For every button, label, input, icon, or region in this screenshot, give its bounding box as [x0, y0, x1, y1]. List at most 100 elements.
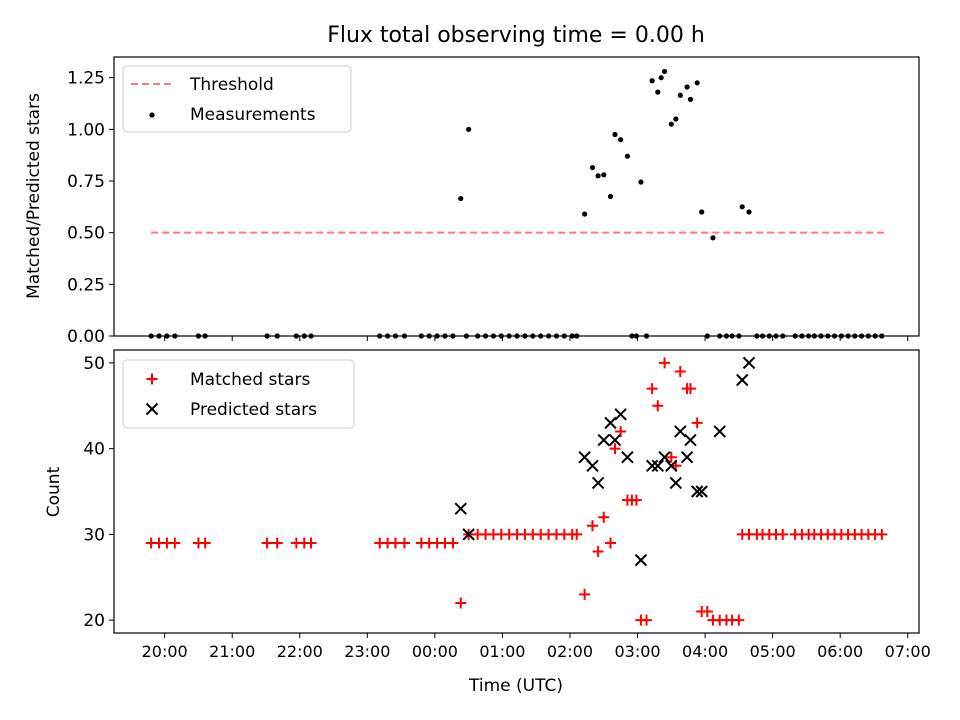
measurement-point — [649, 78, 655, 84]
matched-star-point — [398, 537, 410, 549]
predicted-star-point — [608, 433, 622, 447]
measurement-point — [458, 195, 464, 202]
predicted-star-point — [658, 450, 671, 464]
matched-star-point — [641, 614, 653, 626]
measurement-point — [612, 131, 618, 138]
x-tick-label: 04:00 — [682, 642, 728, 661]
legend-top: Threshold Measurements — [122, 65, 352, 133]
star-count-plot-area — [145, 356, 888, 626]
measurement-point — [655, 89, 661, 95]
measurement-point — [589, 164, 596, 171]
x-tick-label: 00:00 — [412, 642, 458, 661]
matched-star-point — [305, 537, 317, 549]
predicted-star-point — [591, 476, 605, 490]
matched-star-point — [455, 597, 467, 609]
x-tick-label: 07:00 — [885, 642, 931, 661]
x-tick-label: 21:00 — [209, 642, 255, 661]
measurement-point — [746, 209, 752, 215]
predicted-star-point — [621, 450, 634, 464]
matched-star-point — [605, 537, 617, 549]
measurement-point — [710, 235, 716, 241]
matched-star-point — [169, 537, 181, 549]
measurement-point — [658, 75, 664, 81]
plot-frame-top — [113, 56, 920, 337]
measurements-legend-label: Measurements — [190, 105, 316, 125]
chart-title: Flux total observing time = 0.00 h — [327, 23, 705, 48]
predicted-star-point — [684, 433, 697, 447]
measurement-point — [624, 153, 630, 159]
matched-star-point — [876, 528, 888, 540]
matched-star-point — [777, 528, 789, 540]
x-axis-label: Time (UTC) — [468, 676, 563, 696]
y-tick-label: 50 — [83, 354, 105, 374]
y-tick-label: 30 — [83, 525, 105, 545]
x-tick-label: 02:00 — [547, 642, 593, 661]
matched-star-point — [659, 357, 671, 369]
measurement-point — [466, 126, 472, 132]
matched-legend-label: Matched stars — [190, 370, 310, 390]
predicted-star-point — [674, 425, 687, 438]
measurement-point — [673, 116, 679, 122]
y-tick-label: 0.50 — [67, 224, 105, 244]
measurement-point — [677, 92, 683, 98]
matched-star-point — [609, 443, 621, 455]
x-tick-label: 23:00 — [344, 642, 390, 661]
predicted-star-point — [454, 502, 467, 515]
predicted-star-point — [713, 425, 726, 438]
x-tick-label: 03:00 — [614, 642, 660, 661]
matched-star-point — [684, 383, 696, 395]
flux-ratio-panel: 0.00 0.25 0.50 0.75 1.00 1.25 Matched/Predict… — [24, 56, 920, 347]
x-tick-label: 05:00 — [750, 642, 796, 661]
x-tick-label: 20:00 — [142, 642, 188, 661]
y-tick-label: 1.25 — [67, 69, 105, 89]
predicted-star-point — [645, 459, 659, 472]
y-tick-label: 40 — [83, 440, 105, 460]
y-tick-label: 0.25 — [67, 275, 105, 295]
matched-star-point — [646, 383, 658, 395]
y-tick-label: 0.75 — [67, 172, 105, 192]
matched-star-point — [674, 365, 686, 377]
legend-bottom: Matched stars Predicted stars — [122, 359, 355, 429]
flux-ratio-x-ticks — [164, 336, 909, 341]
measurement-point — [668, 121, 674, 127]
measurement-point — [595, 173, 601, 179]
y-tick-label: 20 — [83, 611, 105, 631]
matched-star-point — [665, 451, 677, 463]
measurements-legend-swatch — [149, 112, 155, 118]
predicted-legend-swatch — [145, 402, 159, 416]
threshold-legend-label: Threshold — [189, 75, 274, 95]
measurement-point — [661, 68, 668, 75]
measurement-point — [687, 96, 694, 102]
predicted-star-point — [634, 553, 648, 567]
measurement-point — [684, 84, 690, 90]
predicted-star-point — [669, 476, 683, 490]
predicted-star-point — [665, 459, 678, 472]
legend-box-bottom — [122, 359, 355, 429]
matched-star-point — [733, 614, 745, 626]
predicted-legend-label: Predicted stars — [190, 400, 317, 420]
time-x-ticks: 20:00 21:00 22:00 23:00 00:00 01:00 02:00 03:00… — [142, 633, 931, 661]
matched-star-point — [261, 537, 273, 549]
plot-frame-bottom — [113, 349, 920, 634]
predicted-star-point — [695, 485, 708, 498]
matched-star-point — [571, 528, 583, 540]
y-axis-label-top: Matched/Predicted stars — [24, 93, 44, 299]
star-count-y-ticks: 20 30 40 50 — [83, 354, 114, 631]
predicted-star-point — [614, 408, 627, 421]
predicted-star-point — [680, 450, 694, 464]
y-axis-label-bottom: Count — [44, 466, 64, 517]
x-tick-label: 06:00 — [817, 642, 863, 661]
matched-star-point — [630, 494, 642, 506]
measurement-point — [694, 80, 700, 86]
measurement-point — [618, 137, 624, 143]
matched-star-point — [447, 537, 459, 549]
matched-legend-swatch — [146, 373, 158, 385]
matched-star-point — [579, 588, 591, 600]
predicted-star-point — [742, 356, 756, 370]
x-tick-label: 01:00 — [479, 642, 525, 661]
y-tick-label: 0.00 — [67, 327, 105, 347]
star-count-panel: 20 30 40 50 20:00 21:00 22:00 23:00 00:00 01:00 0… — [44, 349, 931, 696]
predicted-star-point — [597, 433, 610, 447]
matched-star-point — [598, 511, 610, 523]
flux-ratio-y-ticks: 0.00 0.25 0.50 0.75 1.00 1.25 — [67, 69, 114, 347]
